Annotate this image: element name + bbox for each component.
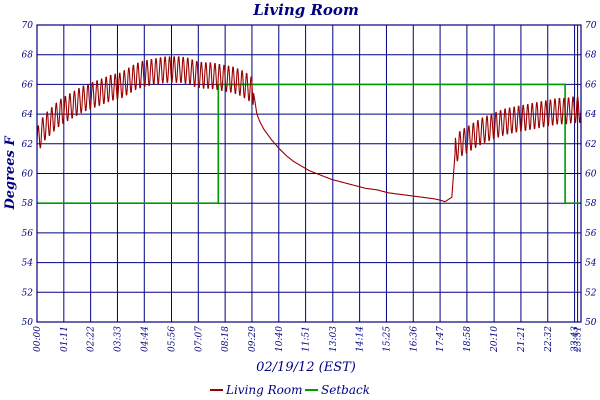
y-tick-label-right: 56 <box>585 229 597 239</box>
y-tick-label: 64 <box>22 110 34 120</box>
y-tick-label-right: 62 <box>585 140 597 150</box>
x-tick-label: 08:18 <box>221 326 231 352</box>
y-axis-left: 50 52 54 56 58 60 62 64 66 68 70 <box>22 21 34 328</box>
y-tick-label-right: 66 <box>585 80 597 90</box>
x-tick-label: 03:33 <box>113 326 123 352</box>
y-tick-label-right: 58 <box>585 199 597 209</box>
plot-border <box>36 24 582 323</box>
y-tick-label: 52 <box>22 288 34 298</box>
x-tick-label: 23:43 <box>571 326 581 353</box>
y-tick-label-right: 64 <box>585 110 597 120</box>
y-tick-label: 70 <box>22 21 34 31</box>
y-tick-label-right: 60 <box>585 170 597 180</box>
y-axis-label: Degrees F <box>3 136 18 211</box>
legend-label-living-room: Living Room <box>225 383 303 397</box>
x-tick-label: 16:36 <box>409 326 419 352</box>
series-line-setback <box>37 83 581 204</box>
x-tick-label: 07:07 <box>194 326 204 352</box>
x-tick-label: 13:03 <box>329 326 339 352</box>
y-tick-label-right: 52 <box>585 288 597 298</box>
y-tick-label: 68 <box>22 51 34 61</box>
x-tick-label: 22:32 <box>544 326 554 353</box>
x-tick-label: 21:21 <box>517 326 527 353</box>
series-layer <box>36 56 582 204</box>
x-tick-label: 00:00 <box>33 326 43 352</box>
y-tick-label: 56 <box>22 229 34 239</box>
y-axis-right: 50 52 54 56 58 60 62 64 66 68 70 <box>585 21 597 328</box>
x-tick-label: 14:14 <box>356 326 366 352</box>
x-tick-label: 11:51 <box>302 326 312 352</box>
x-tick-label: 02:22 <box>87 326 97 352</box>
y-tick-label-right: 50 <box>585 318 597 328</box>
x-axis-label: 02/19/12 (EST) <box>256 360 356 375</box>
y-tick-label-right: 70 <box>585 21 597 31</box>
x-tick-label: 17:47 <box>436 326 446 352</box>
x-tick-label: 09:29 <box>248 326 258 352</box>
x-tick-label: 18:58 <box>463 326 473 352</box>
y-tick-label-right: 68 <box>585 51 597 61</box>
x-tick-label: 01:11 <box>60 326 70 352</box>
y-tick-label: 58 <box>22 199 34 209</box>
series-line-living-room <box>36 56 582 203</box>
x-tick-label: 10:40 <box>275 326 285 352</box>
x-tick-label: 15:25 <box>382 326 392 352</box>
y-tick-label: 60 <box>22 170 34 180</box>
legend-label-setback: Setback <box>321 383 370 397</box>
chart-title: Living Room <box>252 1 359 19</box>
x-tick-label: 20:10 <box>490 326 500 353</box>
y-tick-label: 62 <box>22 140 34 150</box>
x-tick-label: 05:56 <box>167 326 177 352</box>
x-tick-label: 04:44 <box>140 326 150 352</box>
y-tick-label: 54 <box>22 259 34 269</box>
x-axis: 00:00 01:11 02:22 03:33 04:44 05:56 07:07 08:18… <box>33 326 584 353</box>
y-tick-label: 66 <box>22 80 34 90</box>
y-tick-label-right: 54 <box>585 259 597 269</box>
legend: Living Room Setback <box>210 383 370 397</box>
x-tick-label: 23:51 <box>574 326 584 353</box>
y-tick-label: 50 <box>22 318 34 328</box>
